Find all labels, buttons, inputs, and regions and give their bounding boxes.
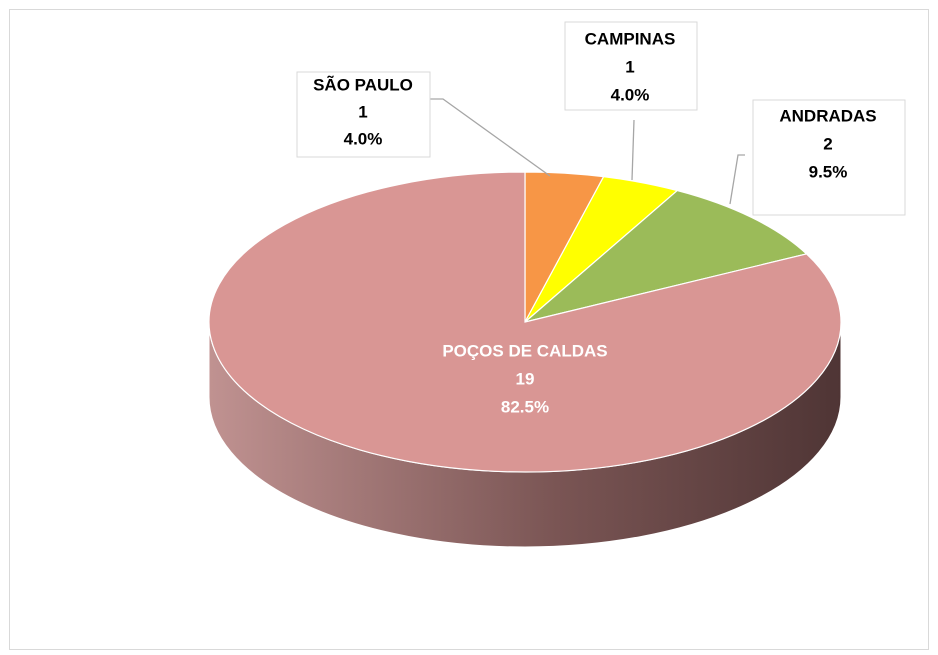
pie-slice (208, 171, 842, 473)
leader-line (430, 98, 551, 177)
label-box (296, 71, 431, 158)
value-label: 1 (625, 57, 634, 76)
data-labels: SÃO PAULO 1 4.0% CAMPINAS 1 4.0% ANDRADAS 2 9.5%… (313, 29, 877, 416)
percentage-label: 4.0% (344, 129, 383, 148)
value-label: 1 (358, 102, 367, 121)
leader-line (631, 119, 635, 181)
value-label: 19 (516, 369, 535, 388)
leader-lines (430, 98, 745, 205)
percentage-label: 82.5% (501, 397, 549, 416)
label-box (564, 21, 698, 111)
category-label: CAMPINAS (585, 29, 676, 48)
category-label: POÇOS DE CALDAS (442, 341, 607, 360)
pie (208, 171, 842, 548)
category-label: SÃO PAULO (313, 74, 413, 94)
label-box (752, 99, 906, 216)
leader-line (729, 154, 745, 205)
percentage-label: 9.5% (809, 162, 848, 181)
label-boxes (296, 21, 906, 216)
category-label: ANDRADAS (779, 106, 876, 125)
percentage-label: 4.0% (611, 85, 650, 104)
value-label: 2 (823, 134, 832, 153)
pie-slice (524, 189, 808, 323)
